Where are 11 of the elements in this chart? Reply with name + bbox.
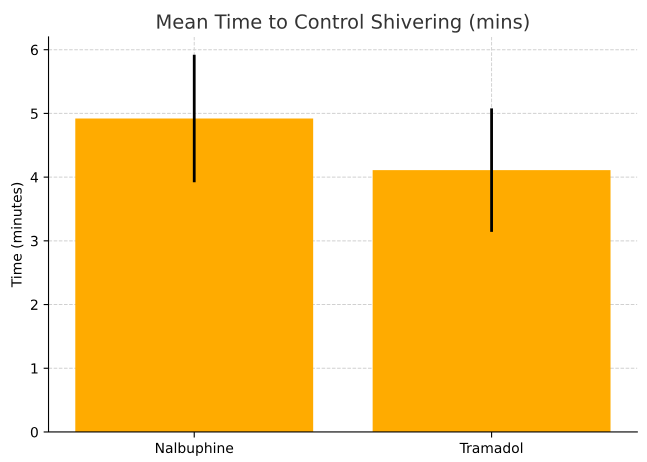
y-tick-label: 3 xyxy=(31,236,38,246)
y-tick-label: 4 xyxy=(30,172,38,182)
y-tick-label: 6 xyxy=(30,44,38,56)
y-tick-label: 2 xyxy=(30,300,38,310)
x-tick-label: Nalbuphine xyxy=(156,442,234,456)
y-tick-label: 0 xyxy=(30,426,38,438)
chart-title: Mean Time to Control Shivering (mins) xyxy=(157,14,529,33)
y-axis-title: Time (minutes) xyxy=(10,182,24,288)
y-tick-label: 5 xyxy=(31,108,38,119)
y-tick-label: 1 xyxy=(31,363,38,374)
x-tick-label: Tramadol xyxy=(460,442,522,454)
